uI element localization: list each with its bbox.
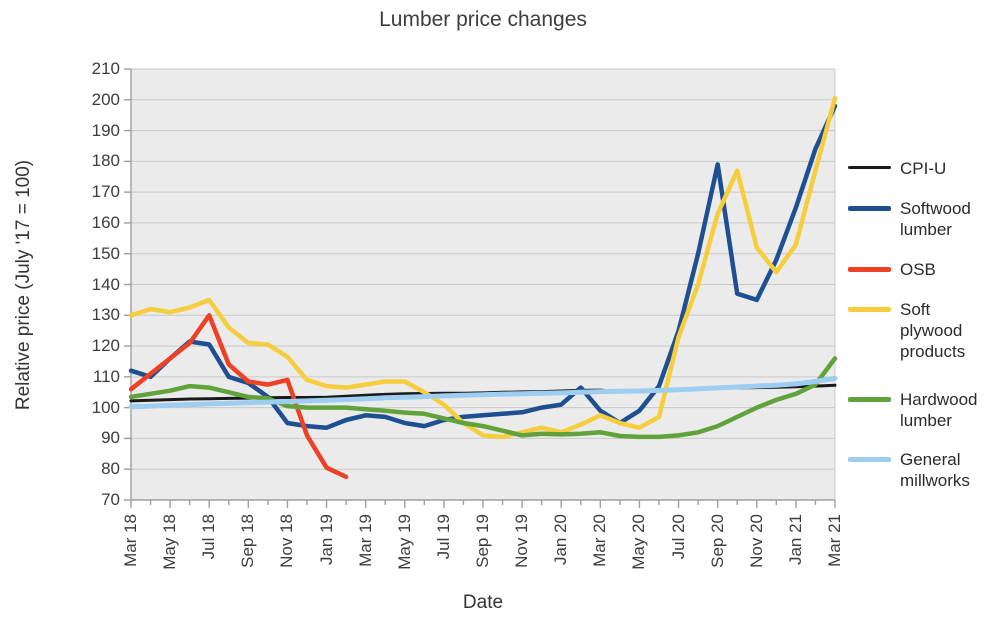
y-tick-label-90: 90 [101,428,120,448]
x-tick-label-may-18: May 18 [160,514,180,570]
legend-label-cpi-u: CPI-U [900,159,947,178]
legend-swatch-softwood-lumber [848,206,891,211]
legend-label-softwood-lumber: Softwood lumber [900,199,971,239]
legend-swatch-cpi-u [848,166,891,169]
x-tick-label-mar-19: Mar 19 [355,514,375,567]
y-tick-label-140: 140 [91,274,120,294]
y-tick-label-210: 210 [91,59,120,78]
x-axis-title: Date [462,592,504,613]
legend-swatch-general-millworks [848,457,891,462]
y-tick-label-160: 160 [91,212,120,232]
legend-swatch-osb [848,267,891,272]
x-tick-label-sep-18: Sep 18 [238,514,258,568]
y-tick-label-100: 100 [91,397,120,417]
x-tick-label-may-20: May 20 [629,514,649,570]
y-tick-label-110: 110 [92,366,120,386]
y-tick-label-70: 70 [101,490,120,509]
legend-swatch-hardwood-lumber [848,397,891,402]
x-tick-label-nov-20: Nov 20 [746,514,766,568]
legend-label-osb: OSB [900,260,936,279]
y-axis-title: Relative price (July '17 = 100) [13,159,34,411]
x-tick-label-nov-19: Nov 19 [512,514,532,568]
x-tick-label-sep-20: Sep 20 [707,514,727,568]
series-line-general-millworks [128,375,838,410]
y-tick-label-170: 170 [91,182,120,202]
x-tick-label-mar-18: Mar 18 [121,514,140,567]
x-tick-label-mar-20: Mar 20 [590,514,610,567]
x-tick-label-jan-21: Jan 21 [785,514,805,566]
x-tick-label-sep-19: Sep 19 [473,514,492,568]
y-tick-label-120: 120 [91,336,120,356]
legend-item-osb: OSB [848,259,982,280]
x-tick-label-jul-19: Jul 19 [433,514,453,560]
legend-item-general-millworks: General millworks [848,449,982,491]
y-tick-label-130: 130 [91,305,120,325]
legend-label-hardwood-lumber: Hardwood lumber [900,390,978,430]
x-tick-label-jan-19: Jan 19 [316,514,336,566]
series-line-osb [128,313,349,480]
series-line-soft-plywood-products [128,95,838,440]
legend-label-general-millworks: General millworks [900,450,970,490]
x-tick-label-mar-21: Mar 21 [825,514,844,567]
y-tick-label-190: 190 [91,120,120,140]
y-tick-label-150: 150 [91,243,120,263]
y-tick-label-180: 180 [91,151,120,171]
y-tick-label-80: 80 [101,459,120,479]
series-line-hardwood-lumber [128,356,838,440]
x-tick-label-jul-18: Jul 18 [199,514,219,560]
legend-item-softwood-lumber: Softwood lumber [848,198,982,240]
y-tick-label-200: 200 [91,89,120,109]
x-tick-label-may-19: May 19 [394,514,414,570]
chart-title: Lumber price changes [379,8,587,31]
legend-item-cpi-u: CPI-U [848,158,982,179]
x-tick-label-jul-20: Jul 20 [668,514,688,560]
legend-item-soft-plywood-products: Soft plywood products [848,299,982,362]
x-tick-label-jan-20: Jan 20 [551,514,571,566]
legend-swatch-soft-plywood-products [848,307,891,312]
x-tick-label-nov-18: Nov 18 [277,514,297,568]
legend: CPI-U Softwood lumber OSB Soft plywood prod… [848,0,1006,625]
legend-item-hardwood-lumber: Hardwood lumber [848,389,982,431]
legend-label-soft-plywood-products: Soft plywood products [900,300,966,361]
